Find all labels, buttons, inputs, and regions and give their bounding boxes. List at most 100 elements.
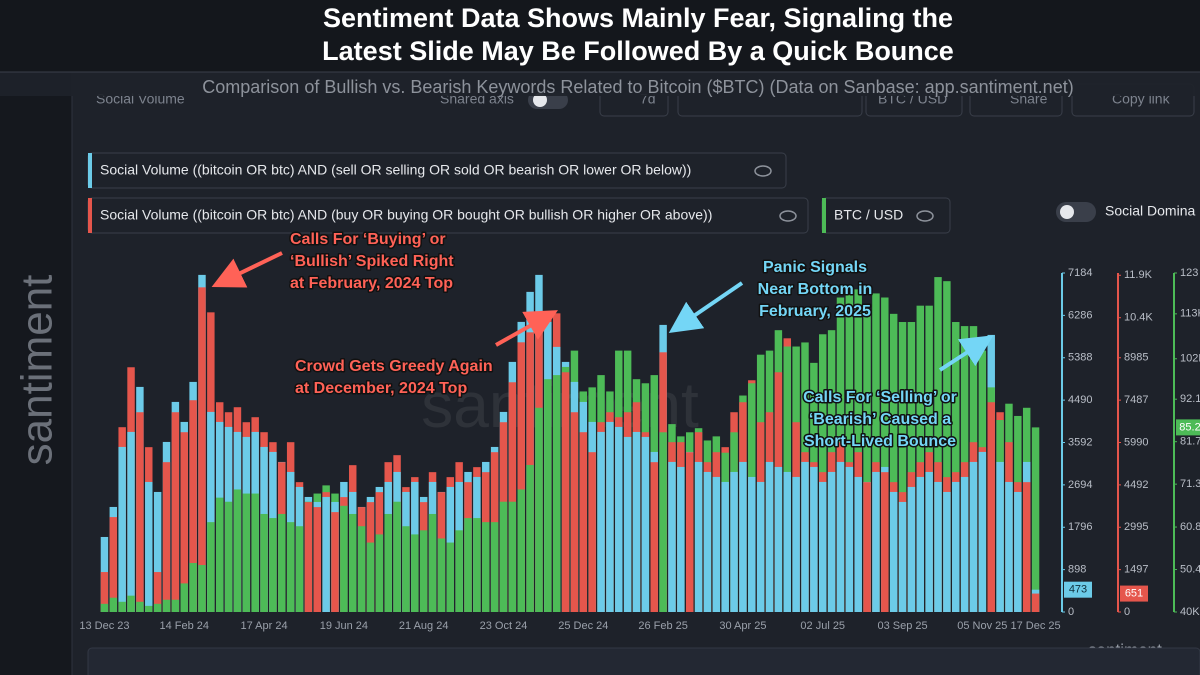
bar — [393, 501, 401, 612]
y-tick-label: 898 — [1068, 564, 1086, 576]
y-tick-label: 5388 — [1068, 352, 1092, 364]
annotation: ‘Bearish’ Caused a — [809, 411, 951, 428]
x-tick-label: 21 Aug 24 — [399, 620, 449, 632]
legend-swatch — [822, 198, 826, 233]
eye-icon[interactable] — [754, 165, 772, 177]
bar — [863, 482, 871, 612]
bar — [934, 277, 942, 612]
bar — [898, 322, 907, 612]
eye-icon[interactable] — [916, 210, 934, 222]
bar — [145, 481, 153, 612]
bar — [854, 476, 862, 612]
bar — [1031, 427, 1040, 612]
bar — [304, 502, 313, 612]
bar — [357, 526, 366, 612]
current-value-label: 85.2 — [1179, 421, 1200, 433]
bar — [153, 603, 162, 612]
bar — [366, 542, 375, 612]
x-tick-label: 02 Jul 25 — [800, 620, 845, 632]
bar — [508, 501, 517, 612]
bar — [118, 601, 126, 612]
current-value-label: 651 — [1125, 587, 1143, 599]
bar — [588, 452, 596, 612]
side-watermark: santiment — [13, 275, 62, 466]
legend: Social Volume ((bitcoin OR btc) AND (sel… — [87, 152, 1195, 234]
bar — [127, 595, 135, 612]
bar — [863, 309, 871, 612]
bar — [1022, 482, 1031, 612]
annotation: Near Bottom in — [758, 281, 873, 298]
subtitle-band — [0, 72, 1200, 96]
bar — [153, 491, 162, 612]
y-tick-label: 8985 — [1124, 352, 1148, 364]
bar — [437, 538, 446, 612]
annotation: at February, 2024 Top — [290, 275, 453, 292]
bar — [694, 461, 703, 612]
bar — [428, 513, 437, 612]
current-value-box — [1064, 581, 1092, 598]
y-tick-label: 10.4K — [1124, 312, 1153, 324]
bar — [792, 476, 800, 612]
bar — [552, 375, 561, 612]
y-tick-label: 4490 — [1068, 394, 1092, 406]
y-tick-label: 50.4 — [1180, 563, 1200, 575]
bar — [898, 501, 907, 612]
bar — [233, 489, 242, 612]
arrow — [668, 281, 744, 334]
bar — [978, 451, 987, 612]
eye-icon[interactable] — [779, 210, 797, 222]
bar — [411, 534, 419, 612]
bar — [739, 461, 747, 612]
y-tick-label: 2694 — [1068, 479, 1092, 491]
bar — [517, 342, 525, 612]
bar — [615, 426, 623, 612]
bar — [881, 472, 889, 612]
y-tick-label: 6286 — [1068, 309, 1092, 321]
bar — [171, 412, 180, 612]
bar — [517, 489, 525, 612]
bar — [570, 412, 579, 612]
current-value-box — [1176, 419, 1200, 436]
x-tick-label: 17 Dec 25 — [1010, 620, 1060, 632]
bar — [375, 534, 384, 612]
bar — [943, 491, 951, 612]
y-tick-label: 123 — [1180, 267, 1198, 279]
bar — [916, 476, 925, 612]
bar — [198, 287, 206, 612]
bar — [482, 522, 490, 612]
bar — [943, 281, 951, 612]
navigator[interactable] — [87, 647, 1200, 675]
bar — [916, 305, 925, 612]
bar — [579, 432, 588, 612]
annotation: February, 2025 — [759, 303, 871, 320]
bar — [925, 471, 933, 612]
bar — [162, 599, 171, 612]
bar — [295, 526, 304, 612]
bar — [756, 481, 765, 612]
bar — [198, 565, 206, 612]
bar — [322, 496, 330, 612]
bar — [845, 289, 854, 612]
annotation: Panic Signals — [763, 259, 867, 276]
bar — [783, 471, 791, 612]
x-tick-label: 25 Dec 24 — [558, 620, 608, 632]
bar — [889, 491, 898, 612]
x-tick-label: 03 Sep 25 — [877, 620, 927, 632]
bar — [641, 436, 650, 612]
bar — [419, 530, 428, 612]
chart-title: Latest Slide May Be Followed By a Quick … — [322, 36, 954, 66]
bar — [490, 522, 499, 612]
annotation: Calls For ‘Selling’ or — [803, 389, 957, 406]
bar — [1031, 593, 1040, 612]
bar — [526, 464, 534, 612]
bar — [331, 512, 339, 612]
current-value-box — [1120, 585, 1148, 602]
y-tick-label: 1796 — [1068, 521, 1092, 533]
bar — [872, 471, 880, 612]
bar — [668, 461, 676, 612]
bar — [384, 513, 392, 612]
legend-swatch — [88, 153, 92, 188]
x-tick-label: 30 Apr 25 — [719, 620, 766, 632]
y-tick-label: 40K — [1180, 606, 1200, 618]
